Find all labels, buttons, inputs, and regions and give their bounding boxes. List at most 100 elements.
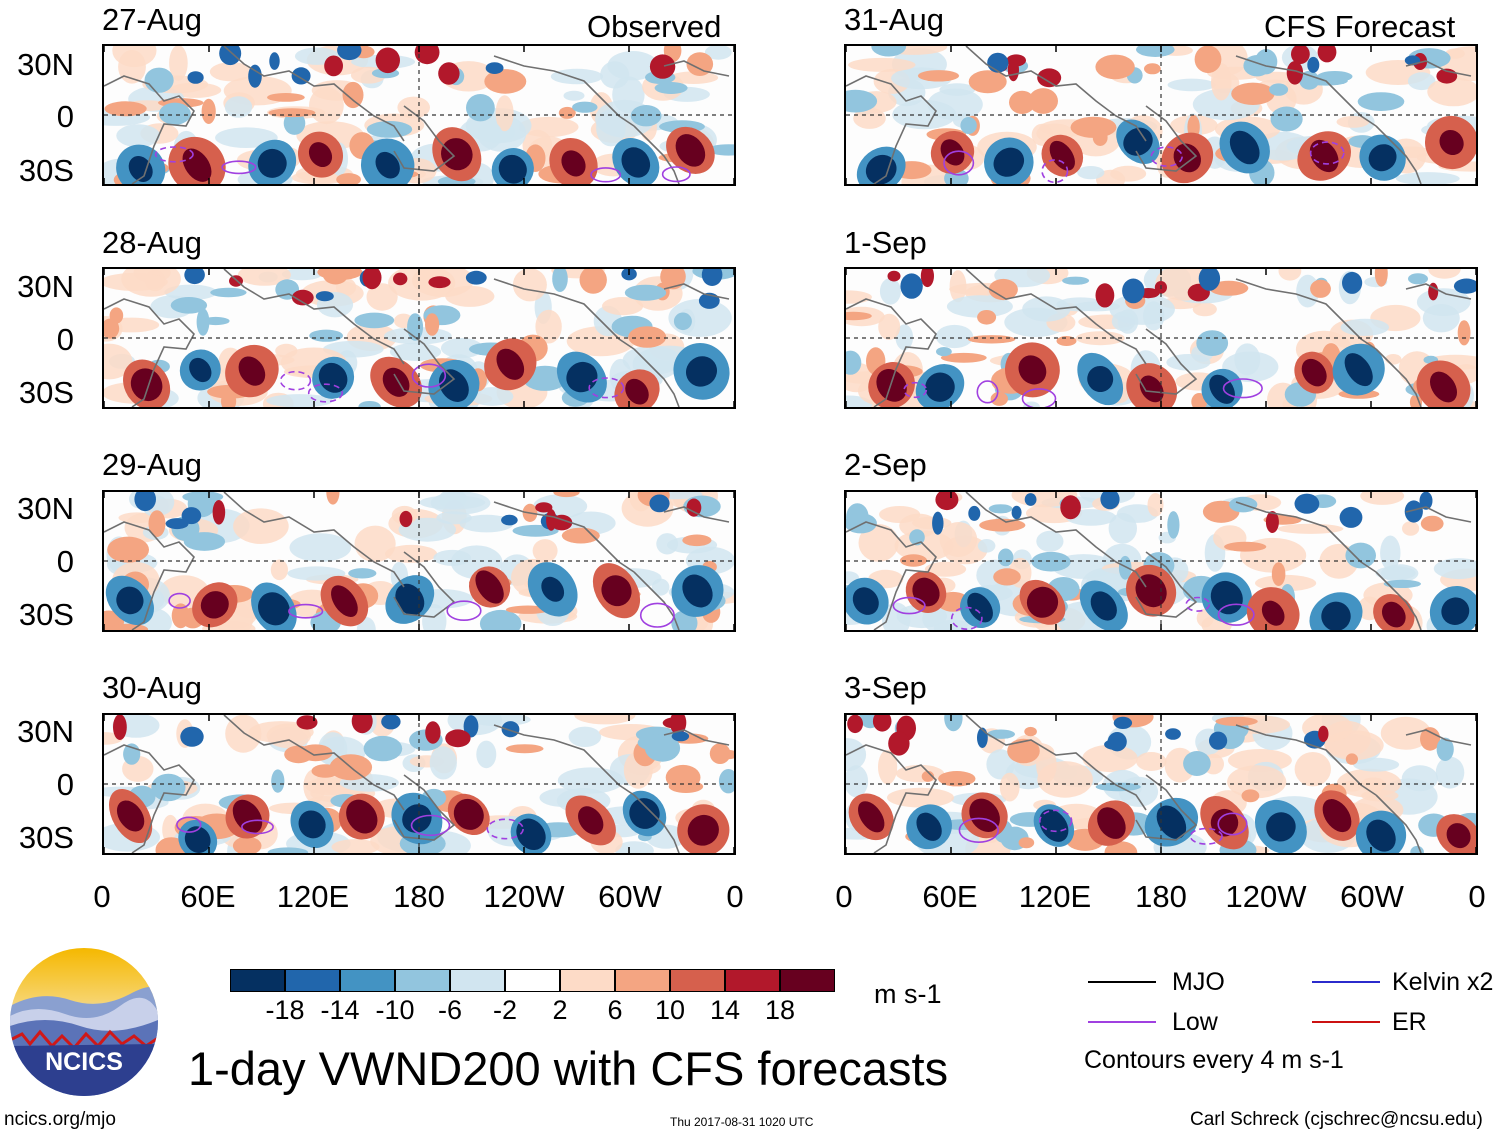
anomaly-blob [287,566,346,581]
coastline [104,521,195,630]
wave-anomaly-core [1139,375,1164,403]
anomaly-blob [946,295,1013,318]
anomaly-blob [317,269,363,280]
anomaly-blob [363,735,403,762]
low-contour [1217,603,1255,626]
anomaly-blob [215,127,278,148]
anomaly-blob [169,46,188,81]
coastline [663,729,730,746]
wave-anomaly-core [1210,808,1239,837]
anomaly-blob [196,308,210,336]
anomaly-blob [990,391,1008,406]
anomaly-blob [237,269,291,286]
lat-label-30n: 30N [17,269,74,304]
anomaly-cell [425,721,441,744]
wave-anomaly-core [1441,597,1470,625]
anomaly-blob [848,57,916,72]
lon-label-60e: 60E [922,879,978,914]
anomaly-cell [935,492,959,511]
coastline [104,298,195,407]
low-contour [943,150,975,176]
anomaly-blob [331,839,380,853]
anomaly-blob [1436,737,1454,761]
legend-label-mjo: MJO [1172,968,1225,996]
anomaly-blob [1422,304,1460,333]
panel-title-29-aug: 29-Aug [102,447,202,482]
anomaly-cell [501,514,518,526]
wave-anomaly-core [1173,143,1201,173]
anomaly-blob [1192,302,1217,317]
wave-anomaly-core [232,799,263,834]
anomaly-cell [165,518,189,530]
anomaly-blob [921,770,935,782]
coastline [965,492,1147,588]
colorbar-swatch [670,969,725,992]
anomaly-blob [495,95,514,132]
anomaly-cell [1404,500,1423,523]
wave-anomaly-core [925,372,955,402]
anomaly-blob [1196,330,1229,356]
anomaly-blob [878,749,898,785]
anomaly-blob [846,311,872,321]
anomaly-blob [459,514,514,533]
anomaly-blob [1215,716,1258,726]
anomaly-blob [309,86,344,125]
wave-anomaly-core [1439,129,1464,156]
anomaly-blob [924,561,967,577]
anomaly-blob [967,335,1016,344]
anomaly-cell [1286,61,1304,85]
anomaly-blob [533,494,588,519]
anomaly-blob [389,342,442,361]
panel-title-28-aug: 28-Aug [102,225,202,260]
anomaly-blob [628,326,667,348]
anomaly-blob [1310,279,1331,298]
low-contour [661,166,691,183]
anomaly-blob [1457,320,1471,346]
coastline [1235,724,1377,796]
lat-label-eq: 0 [56,767,74,802]
anomaly-blob [553,492,580,498]
wave-anomaly-core [308,142,333,168]
anomaly-cell [1011,505,1022,520]
anomaly-blob [1433,558,1476,580]
lat-label-30s: 30S [18,153,74,188]
anomaly-blob [607,51,659,81]
anomaly-blob [1062,276,1090,285]
anomaly-cell [872,715,892,732]
wave-anomaly-core [453,798,484,830]
lat-label-30s: 30S [18,597,74,632]
anomaly-blob [1255,71,1297,83]
coastline [1375,125,1422,184]
legend-label-kelvin: Kelvin x2 [1392,968,1494,996]
anomaly-blob [1270,106,1303,132]
anomaly-cell [1104,739,1127,750]
anomaly-cell [1113,716,1133,729]
coastline [223,269,405,365]
anomaly-cell [1037,68,1062,88]
wave-anomaly-core [1344,353,1373,387]
anomaly-cell [1265,511,1279,533]
lon-label-120e: 120E [1018,879,1092,914]
anomaly-blob [917,70,960,82]
anomaly-cell [113,715,127,740]
low-contour [1041,159,1069,184]
anomaly-blob [398,517,456,542]
wave-anomaly-core [1368,144,1397,172]
anomaly-blob [1194,46,1222,74]
lon-label-60e: 60E [180,879,236,914]
anomaly-blob [1375,566,1416,580]
lat-label-eq: 0 [56,544,74,579]
anomaly-cell [1122,278,1145,304]
anomaly-blob [1340,318,1389,336]
coastline [223,492,405,588]
website-link[interactable]: ncics.org/mjo [4,1109,116,1130]
anomaly-blob [1095,54,1135,80]
anomaly-blob [1224,541,1267,552]
anomaly-blob [988,504,1013,514]
anomaly-cell [324,55,343,77]
colorbar-tick: -2 [492,995,517,1025]
low-contour [446,600,482,621]
anomaly-blob [183,532,226,551]
anomaly-cell [184,269,205,285]
anomaly-blob [1167,511,1180,539]
